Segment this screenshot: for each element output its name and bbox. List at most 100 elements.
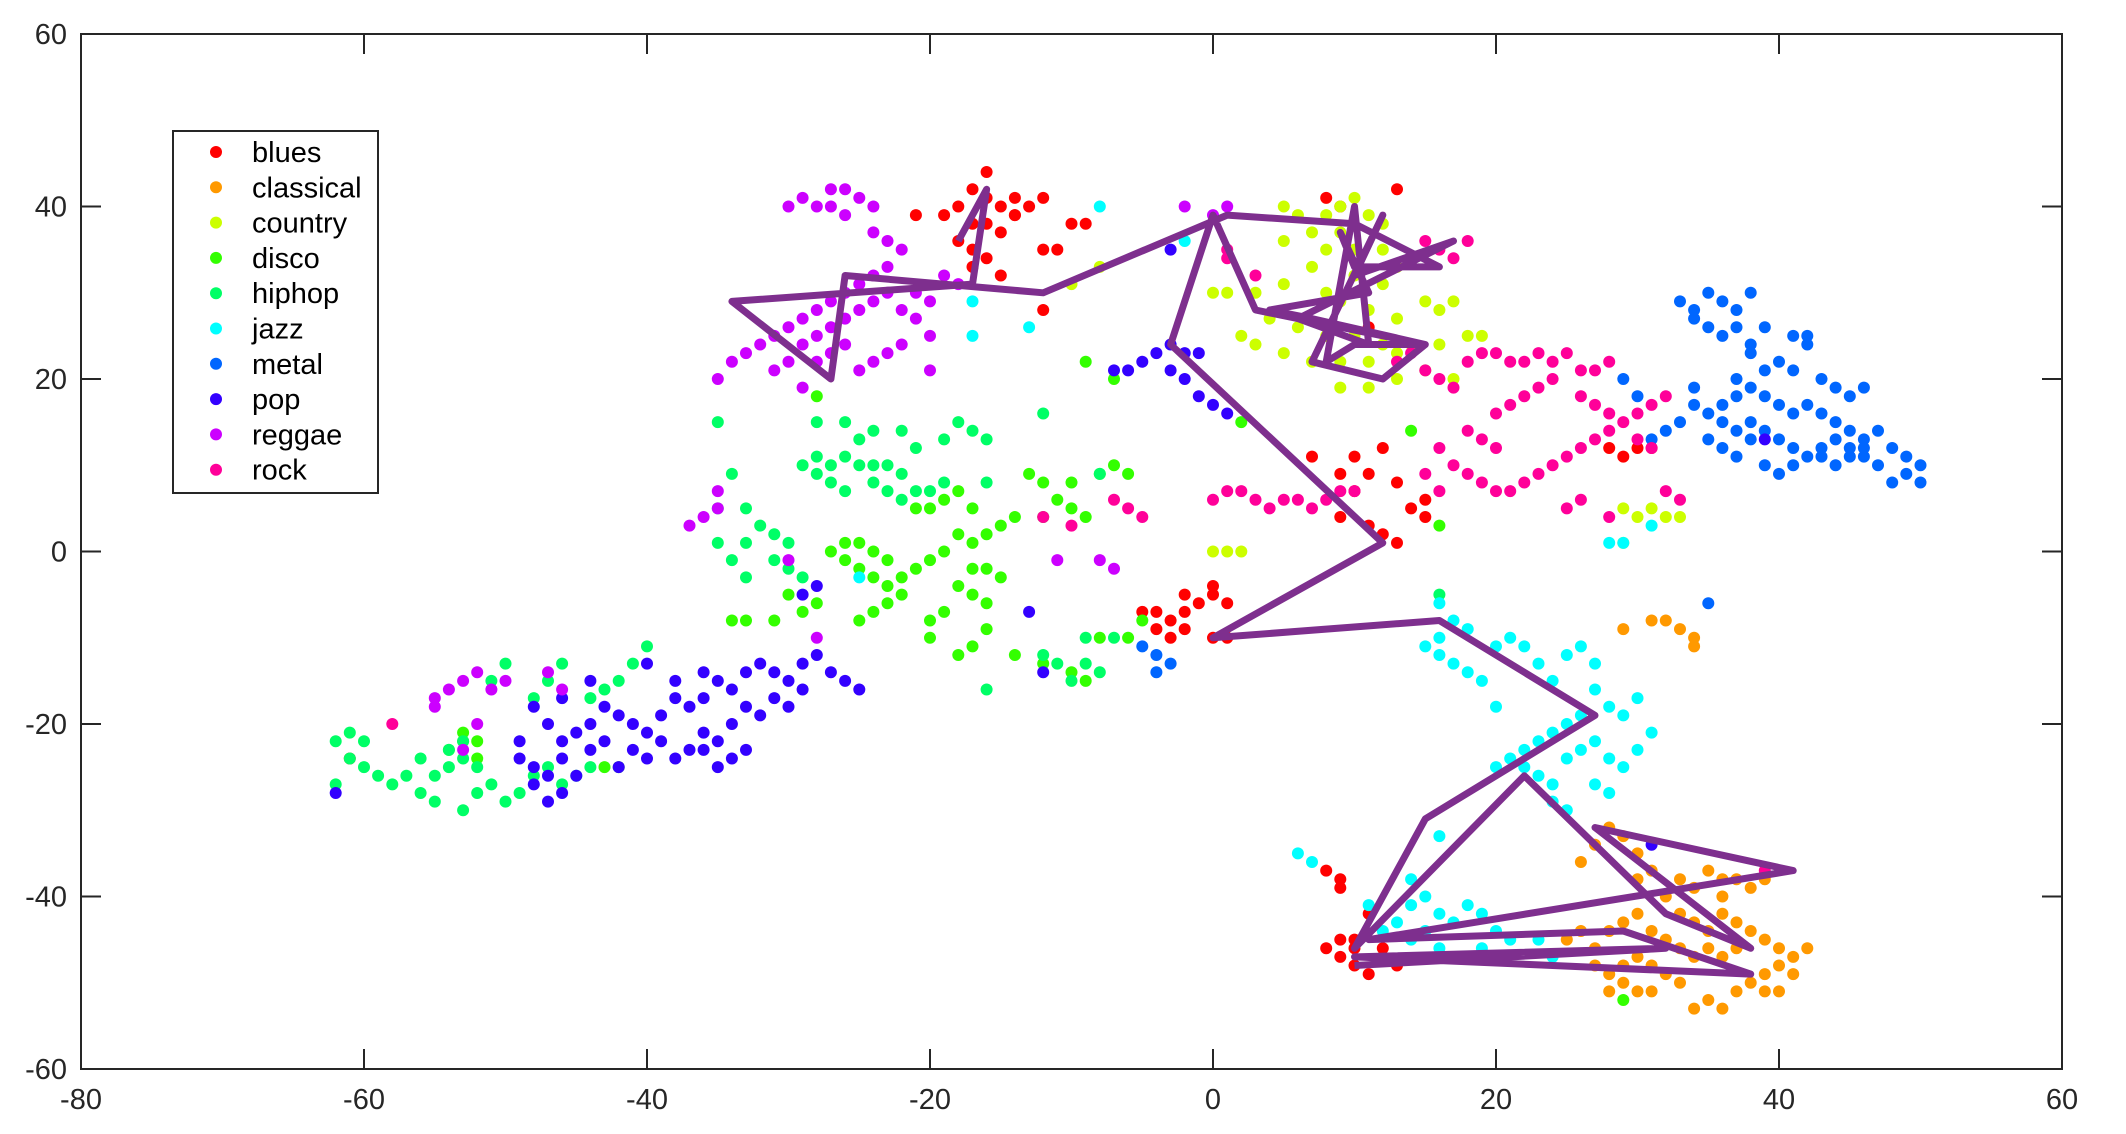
data-point — [1659, 511, 1672, 523]
data-point — [1560, 450, 1573, 463]
data-point — [1334, 881, 1347, 894]
data-point — [1574, 442, 1587, 454]
data-point — [1490, 407, 1502, 420]
data-point — [1391, 916, 1403, 929]
data-point — [1702, 321, 1715, 334]
data-point — [1900, 450, 1913, 463]
data-point — [1348, 191, 1361, 204]
data-point — [1815, 407, 1828, 420]
trajectory-line — [728, 185, 1797, 978]
legend-item-blues: blues — [210, 137, 321, 169]
data-point — [1716, 442, 1729, 454]
x-tick-label: -80 — [60, 1084, 102, 1116]
data-point — [1023, 321, 1036, 334]
data-point — [824, 321, 837, 334]
data-point — [1150, 605, 1163, 618]
data-point — [584, 674, 597, 687]
data-point — [867, 476, 880, 489]
data-point — [1320, 864, 1333, 877]
data-point — [1433, 588, 1446, 601]
data-point — [442, 683, 455, 696]
data-point — [980, 623, 993, 636]
data-point — [1277, 200, 1290, 213]
data-point — [1843, 390, 1856, 403]
data-point — [1475, 674, 1488, 687]
data-point — [1674, 873, 1686, 886]
data-point — [1447, 381, 1460, 394]
data-point — [1546, 778, 1559, 791]
data-point — [853, 433, 866, 446]
data-point — [1560, 347, 1573, 360]
data-point — [1249, 338, 1262, 351]
data-point — [1589, 657, 1601, 670]
data-point — [1702, 433, 1715, 446]
data-point — [1136, 614, 1149, 627]
data-point — [1207, 580, 1219, 592]
data-point — [1843, 442, 1856, 454]
data-point — [725, 718, 738, 730]
data-point — [924, 485, 936, 498]
series-metal — [1136, 286, 1927, 679]
data-point — [1744, 286, 1757, 299]
data-point — [924, 631, 936, 644]
data-point — [1574, 364, 1587, 377]
x-tick-label: 20 — [1480, 1084, 1512, 1116]
data-point — [1744, 925, 1757, 937]
data-point — [725, 614, 738, 627]
data-point — [1037, 191, 1050, 204]
legend-item-country: country — [210, 208, 348, 240]
data-point — [1603, 700, 1616, 713]
data-point — [796, 191, 809, 204]
data-point — [1334, 873, 1347, 886]
data-point — [697, 726, 710, 739]
data-point — [1674, 493, 1686, 506]
data-point — [598, 735, 611, 748]
data-point — [1065, 217, 1078, 230]
data-point — [754, 338, 767, 351]
data-point — [952, 580, 965, 592]
data-point — [881, 347, 894, 360]
data-point — [1730, 450, 1743, 463]
data-point — [1164, 243, 1177, 256]
data-point — [1603, 787, 1616, 799]
data-point — [1773, 433, 1785, 446]
data-point — [1744, 381, 1757, 394]
data-point — [1716, 1002, 1729, 1015]
data-point — [782, 321, 795, 334]
data-point — [810, 416, 823, 429]
data-point — [428, 769, 441, 782]
data-point — [711, 502, 724, 515]
data-point — [1391, 347, 1403, 360]
y-tick-label: -20 — [25, 709, 67, 741]
data-point — [556, 657, 569, 670]
data-point — [1334, 511, 1347, 523]
data-point — [1617, 536, 1630, 549]
data-point — [1207, 286, 1219, 299]
y-tick-label: -40 — [25, 882, 67, 914]
data-point — [938, 433, 951, 446]
data-point — [1787, 364, 1800, 377]
data-point — [683, 700, 696, 713]
data-point — [1773, 985, 1785, 998]
data-point — [1461, 235, 1474, 247]
data-point — [1249, 269, 1262, 282]
data-point — [1334, 933, 1347, 946]
legend-label: classical — [252, 172, 362, 204]
data-point — [513, 787, 526, 799]
legend-label: metal — [252, 349, 323, 381]
data-point — [1221, 545, 1234, 558]
data-point — [1405, 873, 1418, 886]
data-point — [499, 795, 512, 808]
data-point — [867, 226, 880, 239]
data-point — [966, 424, 979, 437]
data-point — [867, 459, 880, 472]
data-point — [994, 226, 1007, 239]
data-point — [457, 743, 470, 756]
data-point — [499, 657, 512, 670]
data-point — [1490, 700, 1502, 713]
data-point — [471, 735, 484, 748]
data-point — [867, 424, 880, 437]
data-point — [853, 304, 866, 316]
data-point — [994, 519, 1007, 532]
data-point — [1277, 347, 1290, 360]
